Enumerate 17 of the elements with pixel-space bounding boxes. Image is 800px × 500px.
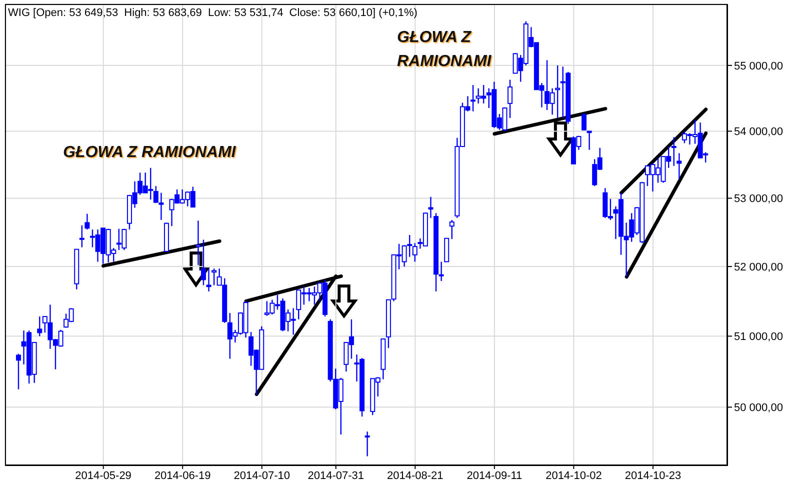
y-tick-label: 55 000,00: [734, 60, 783, 72]
x-tick-label: 2014-09-11: [466, 470, 522, 482]
annotation: GŁOWA Z RAMIONAMI: [397, 28, 492, 72]
chart-title: WIG [Open: 53 649,53 High: 53 683,69 Low: 53 531,74 Close: 53 660,10] (+0,1%): [8, 7, 418, 19]
y-tick-label: 52 000,00: [734, 261, 783, 274]
x-tick-label: 2014-07-31: [308, 470, 364, 482]
y-tick-label: 51 000,00: [734, 331, 783, 344]
x-tick-label: 2014-05-29: [75, 470, 132, 482]
x-tick-label: 2014-10-23: [624, 470, 682, 482]
x-tick-label: 2014-08-21: [387, 470, 444, 482]
x-tick-label: 2014-07-10: [234, 470, 290, 482]
y-tick-label: 50 000,00: [734, 402, 783, 414]
x-tick-label: 2014-10-02: [546, 470, 602, 482]
annotation: GŁOWA Z RAMIONAMI: [63, 143, 237, 163]
x-tick-label: 2014-06-19: [154, 470, 211, 482]
y-tick-label: 54 000,00: [734, 126, 783, 138]
y-tick-label: 53 000,00: [734, 193, 783, 206]
